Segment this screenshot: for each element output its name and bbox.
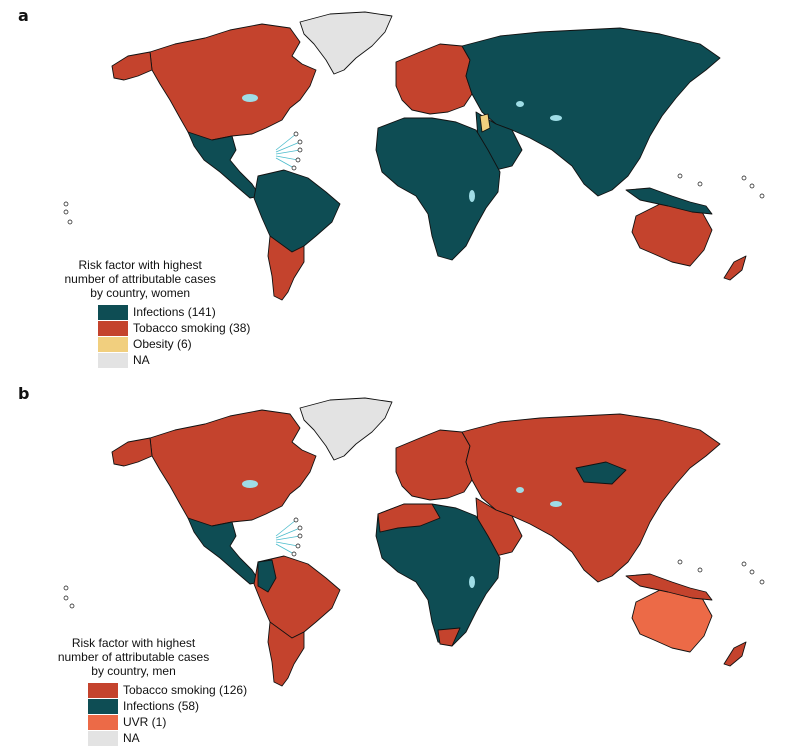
legend-men: Risk factor with highest number of attri… <box>20 636 247 746</box>
region-greenland <box>299 397 393 461</box>
legend-label: Infections (141) <box>133 305 216 319</box>
region-south-africa <box>437 627 461 647</box>
legend-item: NA <box>88 730 247 746</box>
region-obesity-levant <box>479 113 491 133</box>
region-north-america <box>149 23 317 143</box>
region-russia-asia <box>461 27 721 197</box>
legend-title-line: by country, women <box>90 286 191 300</box>
region-indonesia <box>625 187 713 215</box>
panel-label: a <box>18 6 29 25</box>
small-island-markers <box>63 131 765 225</box>
legend-item: Infections (141) <box>98 304 250 320</box>
region-europe <box>395 43 473 115</box>
legend-items: Infections (141) Tobacco smoking (38) Ob… <box>98 304 250 368</box>
panel-b-men-map: b <box>0 378 792 754</box>
region-europe <box>395 429 473 501</box>
legend-title: Risk factor with highest number of attri… <box>30 258 250 300</box>
lakes <box>242 94 562 202</box>
lakes <box>242 480 562 588</box>
legend-label: Obesity (6) <box>133 337 192 351</box>
legend-swatch <box>98 352 128 368</box>
legend-item: Obesity (6) <box>98 336 250 352</box>
legend-label: Tobacco smoking (38) <box>133 321 251 335</box>
caribbean-callouts <box>275 519 301 555</box>
legend-title-line: by country, men <box>91 664 176 678</box>
legend-label: UVR (1) <box>123 715 167 729</box>
panel-a-women-map: a <box>0 0 792 376</box>
legend-label: Infections (58) <box>123 699 200 713</box>
region-new-zealand <box>723 641 747 667</box>
legend-item: NA <box>98 352 250 368</box>
legend-item: Infections (58) <box>88 698 247 714</box>
legend-title: Risk factor with highest number of attri… <box>20 636 247 678</box>
legend-women: Risk factor with highest number of attri… <box>30 258 250 368</box>
region-indonesia <box>625 573 713 601</box>
region-alaska <box>111 51 153 81</box>
legend-title-line: number of attributable cases <box>64 272 216 286</box>
region-mexico-central-america <box>187 517 261 585</box>
legend-item: UVR (1) <box>88 714 247 730</box>
region-north-america <box>149 409 317 529</box>
region-north-africa-tobacco <box>377 503 441 533</box>
legend-swatch <box>88 698 118 714</box>
legend-title-line: Risk factor with highest <box>71 636 196 650</box>
region-southern-cone <box>267 235 305 301</box>
region-andes-infections <box>257 559 277 593</box>
region-mexico-central-america <box>187 131 261 199</box>
legend-title-line: Risk factor with highest <box>78 258 202 272</box>
legend-items: Tobacco smoking (126) Infections (58) UV… <box>88 682 247 746</box>
legend-swatch <box>88 730 118 746</box>
legend-title-line: number of attributable cases <box>57 650 210 664</box>
region-south-america <box>253 169 341 253</box>
legend-item: Tobacco smoking (38) <box>98 320 250 336</box>
world-map-men <box>63 397 765 687</box>
region-africa <box>375 503 501 647</box>
legend-swatch <box>98 336 128 352</box>
world-map-women <box>63 11 765 301</box>
region-mongolia <box>575 461 627 485</box>
legend-item: Tobacco smoking (126) <box>88 682 247 698</box>
region-new-zealand <box>723 255 747 281</box>
region-africa <box>375 117 501 261</box>
caribbean-callouts <box>275 133 301 169</box>
legend-swatch <box>98 320 128 336</box>
legend-label: NA <box>133 353 150 367</box>
region-russia-asia <box>461 413 721 583</box>
legend-label: Tobacco smoking (126) <box>123 683 248 697</box>
legend-swatch <box>88 714 118 730</box>
legend-swatch <box>88 682 118 698</box>
small-island-markers <box>63 517 765 609</box>
panel-label: b <box>18 384 30 403</box>
region-southern-cone <box>267 621 305 687</box>
region-alaska <box>111 437 153 467</box>
legend-label: NA <box>123 731 140 745</box>
region-greenland <box>299 11 393 75</box>
legend-swatch <box>98 304 128 320</box>
